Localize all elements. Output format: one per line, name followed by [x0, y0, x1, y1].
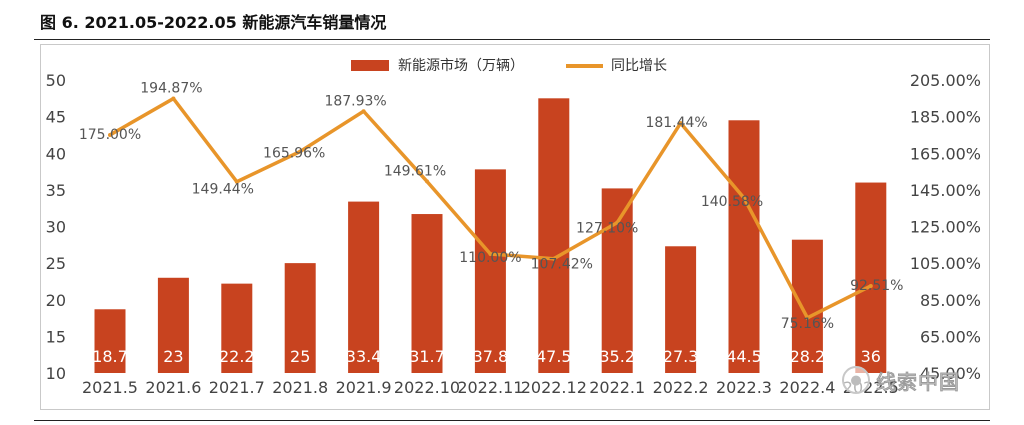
watermark: ● 线索中国 — [842, 362, 992, 398]
watermark-text: 线索中国 — [876, 369, 960, 394]
growth-data-label: 194.87% — [140, 81, 202, 97]
growth-data-label: 187.93% — [324, 93, 386, 109]
bar-2021.7 — [221, 283, 253, 373]
y-right-tick-label: 145.00% — [910, 181, 981, 200]
bar-data-label: 47.5 — [536, 347, 572, 366]
y-left-tick-label: 15 — [46, 327, 66, 346]
x-tick-label: 2022.1 — [589, 378, 645, 397]
y-left-tick-label: 30 — [46, 218, 66, 237]
x-tick-label: 2022.11 — [457, 378, 523, 397]
growth-data-label: 110.00% — [459, 250, 521, 266]
bar-data-label: 31.7 — [409, 347, 445, 366]
growth-point — [234, 179, 239, 184]
x-tick-label: 2021.7 — [209, 378, 265, 397]
bar-2022.1 — [601, 188, 633, 373]
y-right-tick-label: 65.00% — [920, 327, 981, 346]
bar-data-label: 22.2 — [219, 347, 255, 366]
x-tick-label: 2021.6 — [145, 378, 201, 397]
bar-2022.4 — [791, 239, 823, 373]
y-right-tick-label: 85.00% — [920, 291, 981, 310]
growth-data-label: 149.61% — [384, 163, 446, 179]
y-right-tick-label: 185.00% — [910, 108, 981, 127]
x-tick-label: 2022.3 — [716, 378, 772, 397]
chart-frame — [40, 44, 990, 410]
bar-data-label: 35.2 — [599, 347, 635, 366]
growth-point — [868, 283, 873, 288]
growth-data-label: 107.42% — [531, 257, 593, 273]
x-tick-label: 2021.5 — [82, 378, 138, 397]
growth-data-label: 181.44% — [645, 115, 707, 131]
y-left-tick-label: 35 — [46, 181, 66, 200]
growth-point — [615, 220, 620, 225]
bar-data-label: 27.3 — [663, 347, 699, 366]
growth-data-label: 140.58% — [701, 194, 763, 210]
legend-line-label: 同比增长 — [611, 58, 667, 74]
x-tick-label: 2022.4 — [779, 378, 835, 397]
bar-data-label: 36 — [861, 347, 881, 366]
growth-point — [805, 315, 810, 320]
bar-2022.12 — [538, 98, 570, 373]
y-right-tick-label: 105.00% — [910, 254, 981, 273]
growth-point — [742, 195, 746, 200]
bar-2021.9 — [348, 201, 380, 373]
growth-point — [361, 109, 366, 114]
y-left-tick-label: 40 — [46, 144, 66, 163]
growth-data-label: 175.00% — [79, 127, 141, 143]
title-rule — [34, 39, 990, 40]
bar-data-label: 23 — [163, 347, 183, 366]
growth-data-label: 92.51% — [850, 278, 903, 294]
bar-2022.2 — [665, 246, 697, 373]
legend-bar-swatch — [351, 60, 389, 71]
growth-point — [171, 96, 176, 101]
growth-data-label: 75.16% — [781, 316, 834, 332]
bar-data-label: 18.7 — [92, 347, 128, 366]
growth-data-label: 127.10% — [576, 221, 638, 237]
growth-point — [108, 132, 112, 137]
bar-2022.11 — [474, 169, 506, 373]
y-right-tick-label: 45.00% — [920, 364, 981, 383]
growth-data-label: 165.96% — [263, 145, 325, 161]
legend-bar-label: 新能源市场（万辆） — [398, 57, 524, 74]
bar-data-label: 25 — [290, 347, 310, 366]
x-tick-label: 2022.2 — [653, 378, 709, 397]
growth-point — [551, 256, 556, 261]
bar-2021.8 — [284, 263, 316, 373]
growth-point — [488, 251, 493, 256]
y-left-tick-label: 50 — [46, 71, 66, 90]
y-left-tick-label: 10 — [46, 364, 66, 383]
figure-title: 图 6. 2021.05-2022.05 新能源汽车销量情况 — [40, 13, 387, 32]
x-tick-label: 2022.10 — [394, 378, 460, 397]
bar-data-label: 28.2 — [790, 347, 826, 366]
growth-point — [298, 149, 303, 154]
growth-data-label: 149.44% — [192, 182, 254, 198]
y-left-tick-label: 25 — [46, 254, 66, 273]
bar-data-label: 37.8 — [473, 347, 509, 366]
bar-data-label: 33.4 — [346, 347, 382, 366]
bar-2022.3 — [728, 120, 760, 373]
bar-data-label: 44.5 — [726, 347, 762, 366]
y-right-tick-label: 205.00% — [910, 71, 981, 90]
bar-2022.5 — [855, 182, 887, 373]
growth-point — [425, 179, 429, 184]
y-right-tick-label: 165.00% — [910, 144, 981, 163]
y-right-tick-label: 125.00% — [910, 218, 981, 237]
bottom-rule — [34, 420, 990, 421]
bar-2021.6 — [157, 277, 189, 373]
growth-point — [678, 121, 683, 126]
x-tick-label: 2021.8 — [272, 378, 328, 397]
y-left-tick-label: 45 — [46, 108, 66, 127]
x-tick-label: 2022.12 — [521, 378, 587, 397]
bar-2021.5 — [94, 309, 126, 373]
bar-2022.10 — [411, 214, 443, 373]
y-left-tick-label: 20 — [46, 291, 66, 310]
x-tick-label: 2021.9 — [336, 378, 392, 397]
wechat-icon: ● — [842, 366, 870, 394]
